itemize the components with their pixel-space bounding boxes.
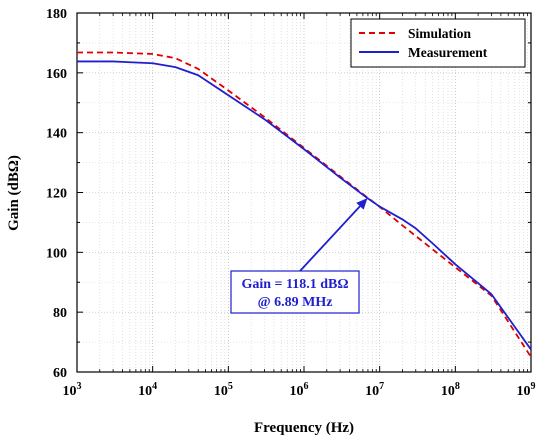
annotation-box: [230, 270, 360, 314]
annotation-arrowhead: [356, 198, 368, 210]
x-tick-label: 105: [214, 381, 233, 399]
y-tick-label: 140: [46, 127, 67, 142]
y-axis-title: Gain (dBΩ): [6, 155, 22, 231]
legend-box: [350, 18, 526, 68]
y-tick-label: 160: [46, 67, 67, 82]
x-tick-labels: 103 104 105 106 107 108 109: [63, 381, 536, 399]
legend-label-measurement: Measurement: [408, 45, 488, 60]
legend: Simulation Measurement: [350, 18, 526, 68]
y-tick-label: 60: [53, 366, 67, 381]
x-tick-label: 104: [138, 381, 157, 399]
y-tick-label: 120: [46, 187, 67, 202]
y-tick-labels: 60 80 100 120 140 160 180: [46, 7, 67, 381]
series-line-simulation: [77, 51, 532, 358]
y-tick-label: 180: [46, 7, 67, 22]
axis-ticks: [76, 12, 532, 373]
annotation-line-2: @ 6.89 MHz: [258, 295, 333, 310]
series-line-measurement: [77, 60, 532, 351]
annotation-line-1: Gain = 118.1 dBΩ: [241, 277, 348, 292]
annotation-arrow: [299, 205, 361, 272]
x-tick-label: 107: [365, 381, 384, 399]
x-tick-label: 103: [63, 381, 82, 399]
series-lines: [77, 51, 532, 358]
x-tick-label: 108: [441, 381, 460, 399]
y-tick-label: 100: [46, 246, 67, 261]
annotation: Gain = 118.1 dBΩ @ 6.89 MHz: [230, 198, 368, 314]
x-tick-label: 109: [517, 381, 536, 399]
legend-label-simulation: Simulation: [408, 26, 472, 41]
y-tick-label: 80: [53, 306, 67, 321]
x-tick-label: 106: [290, 381, 309, 399]
x-axis-title: Frequency (Hz): [254, 420, 354, 436]
